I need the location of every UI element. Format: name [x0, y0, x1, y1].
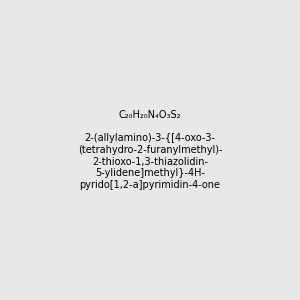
- Text: C₂₀H₂₀N₄O₃S₂

2-(allylamino)-3-{[4-oxo-3-
(tetrahydro-2-furanylmethyl)-
2-thioxo: C₂₀H₂₀N₄O₃S₂ 2-(allylamino)-3-{[4-oxo-3-…: [78, 110, 222, 190]
